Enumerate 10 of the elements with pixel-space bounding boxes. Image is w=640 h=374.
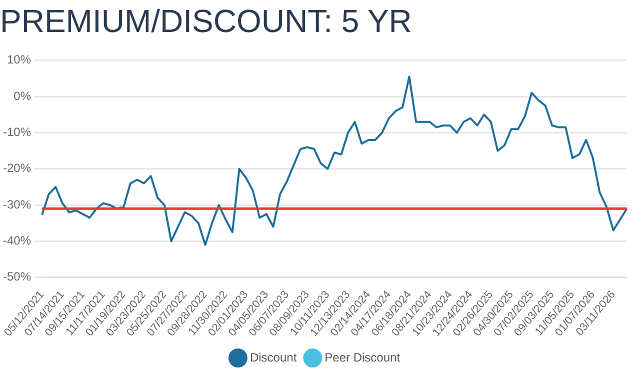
y-tick-label: 10% — [6, 52, 32, 67]
legend-label: Discount — [250, 350, 298, 364]
y-tick-label: -10% — [3, 125, 32, 140]
y-tick-label: -30% — [3, 197, 32, 212]
chart-title: PREMIUM/DISCOUNT: 5 YR — [0, 3, 412, 40]
y-tick-label: -20% — [3, 161, 32, 176]
y-tick-label: -50% — [3, 270, 32, 284]
y-tick-label: -40% — [3, 233, 32, 248]
legend-label: Peer Discount — [324, 350, 401, 364]
y-tick-label: 0% — [14, 88, 32, 103]
